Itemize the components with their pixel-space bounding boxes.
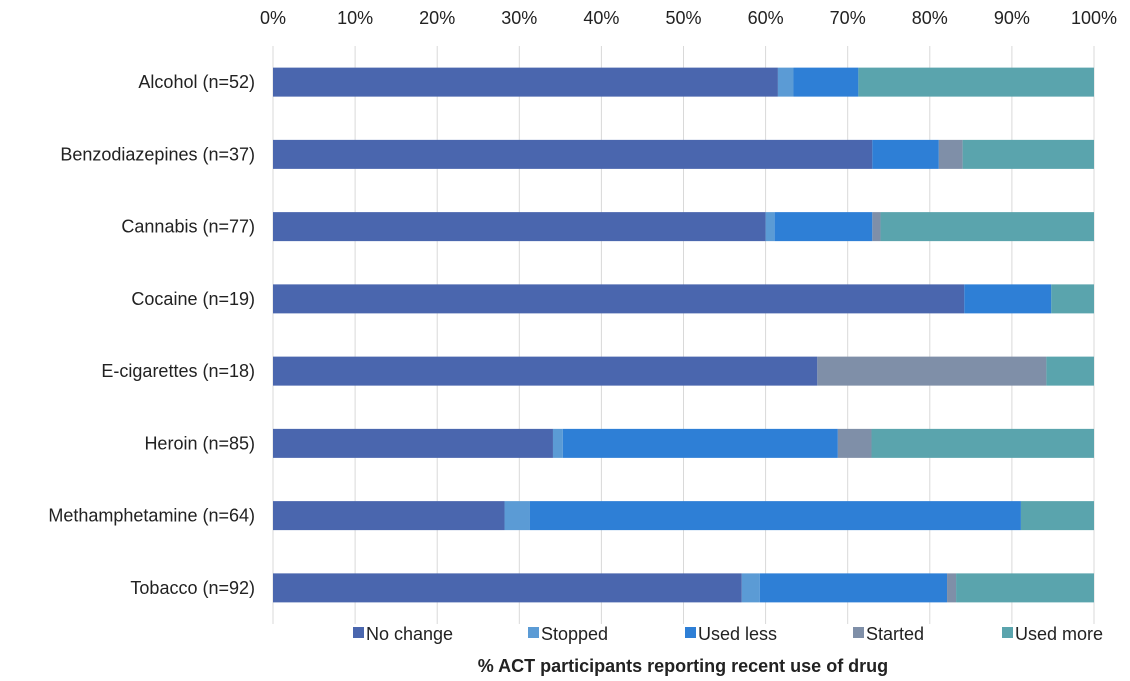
x-tick-label: 70% — [830, 8, 866, 28]
x-tick-label: 100% — [1071, 8, 1117, 28]
x-tick-label: 80% — [912, 8, 948, 28]
legend-label: Started — [866, 624, 924, 644]
category-label: E-cigarettes (n=18) — [101, 361, 255, 381]
x-axis-tick-labels: 0% 10% 20% 30% 40% 50% 60% 70% 80% 90% 100% — [260, 8, 1117, 28]
bar-segment — [529, 501, 1021, 531]
category-label: Cannabis (n=77) — [121, 217, 255, 237]
bar-segment — [1020, 501, 1094, 531]
category-label: Alcohol (n=52) — [138, 72, 255, 92]
x-axis-title: % ACT participants reporting recent use … — [478, 656, 888, 676]
category-labels: Alcohol (n=52) Benzodiazepines (n=37) Cann… — [48, 72, 255, 598]
x-tick-label: 90% — [994, 8, 1030, 28]
bar-segment — [871, 428, 1094, 458]
bars — [273, 67, 1094, 603]
bar-segment — [765, 212, 775, 242]
legend-label: Stopped — [541, 624, 608, 644]
bar-segment — [964, 284, 1052, 314]
bar-segment — [837, 428, 872, 458]
legend-swatch — [1002, 627, 1013, 638]
bar-segment — [793, 67, 859, 97]
bar-segment — [872, 212, 881, 242]
bar-segment — [872, 139, 939, 169]
bar-segment — [858, 67, 1094, 97]
bar-segment — [759, 573, 948, 603]
bar-segment — [273, 284, 965, 314]
x-tick-label: 0% — [260, 8, 286, 28]
bar-segment — [741, 573, 760, 603]
bar-segment — [273, 139, 873, 169]
category-label: Heroin (n=85) — [144, 433, 255, 453]
bar-segment — [1046, 356, 1094, 386]
bar-segment — [273, 501, 505, 531]
x-tick-label: 40% — [583, 8, 619, 28]
legend-swatch — [528, 627, 539, 638]
bar-segment — [956, 573, 1094, 603]
bar-segment — [273, 428, 553, 458]
gridlines — [272, 46, 1095, 624]
bar-segment — [273, 573, 742, 603]
bar-segment — [562, 428, 838, 458]
legend-label: No change — [366, 624, 453, 644]
bar-segment — [777, 67, 794, 97]
category-label: Tobacco (n=92) — [130, 578, 255, 598]
bar-segment — [552, 428, 563, 458]
bar-segment — [273, 67, 778, 97]
bar-segment — [273, 212, 766, 242]
bar-segment — [273, 356, 818, 386]
bar-segment — [774, 212, 873, 242]
bar-segment — [947, 573, 957, 603]
bar-segment — [504, 501, 530, 531]
category-label: Cocaine (n=19) — [131, 289, 255, 309]
legend-swatch — [353, 627, 364, 638]
x-tick-label: 30% — [501, 8, 537, 28]
bar-segment — [938, 139, 963, 169]
bar-segment — [1051, 284, 1094, 314]
legend-label: Used less — [698, 624, 777, 644]
x-tick-label: 10% — [337, 8, 373, 28]
x-tick-label: 20% — [419, 8, 455, 28]
bar-segment — [817, 356, 1047, 386]
bar-segment — [962, 139, 1094, 169]
legend-swatch — [685, 627, 696, 638]
category-label: Methamphetamine (n=64) — [48, 506, 255, 526]
legend-swatch — [853, 627, 864, 638]
x-tick-label: 50% — [665, 8, 701, 28]
bar-segment — [880, 212, 1094, 242]
category-label: Benzodiazepines (n=37) — [60, 144, 255, 164]
legend-label: Used more — [1015, 624, 1103, 644]
legend: No change Stopped Used less Started Used mor… — [353, 624, 1103, 644]
x-tick-label: 60% — [748, 8, 784, 28]
